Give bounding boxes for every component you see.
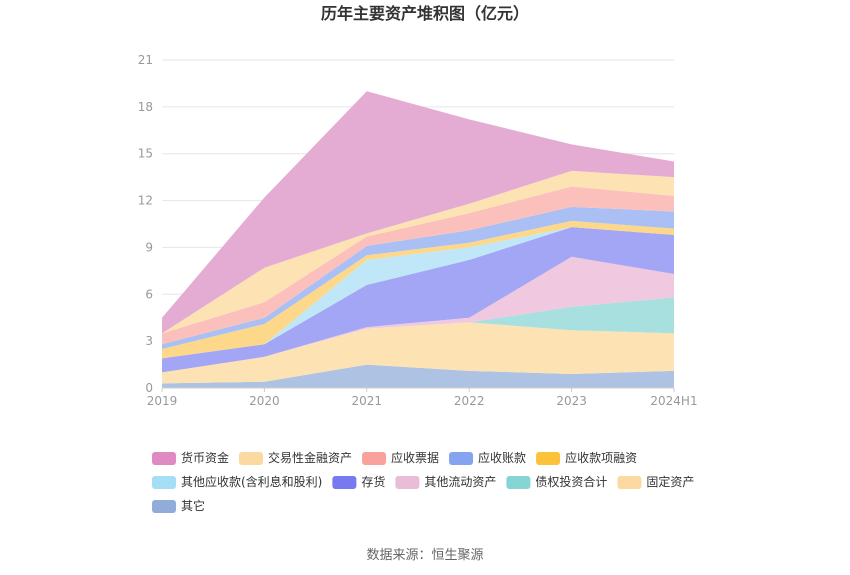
area-债权投资合计 xyxy=(162,297,674,373)
legend-item[interactable]: 债权投资合计 xyxy=(506,474,607,489)
y-tick-label: 18 xyxy=(138,100,153,114)
area-应收款项融资 xyxy=(162,220,674,359)
legend-item[interactable]: 应收款项融资 xyxy=(536,450,637,465)
y-tick-label: 0 xyxy=(145,381,153,395)
y-axis: 0 3 6 9 12 15 18 21 xyxy=(138,53,153,395)
legend-item[interactable]: 交易性金融资产 xyxy=(239,450,352,465)
data-source: 数据来源：恒生聚源 xyxy=(366,548,483,563)
legend-swatch xyxy=(239,452,264,465)
area-其他应收款(含利息和股利) xyxy=(162,227,674,359)
x-tick-label: 2023 xyxy=(556,394,587,408)
legend-item[interactable]: 固定资产 xyxy=(617,474,694,489)
legend-swatch xyxy=(362,452,387,465)
area-应收票据 xyxy=(162,186,674,345)
y-tick-label: 12 xyxy=(138,194,153,208)
x-tick-label: 2021 xyxy=(352,394,383,408)
legend-label: 债权投资合计 xyxy=(535,474,607,489)
y-tick-label: 15 xyxy=(138,147,153,161)
legend-swatch xyxy=(395,476,420,489)
legend-label: 应收款项融资 xyxy=(565,450,637,465)
area-货币资金 xyxy=(162,91,674,334)
legend-label: 固定资产 xyxy=(646,474,694,489)
chart-title: 历年主要资产堆积图（亿元） xyxy=(321,4,529,23)
legend-swatch xyxy=(152,476,176,489)
legend-swatch xyxy=(617,476,642,489)
y-tick-label: 21 xyxy=(138,53,153,67)
y-tick-label: 9 xyxy=(145,240,153,254)
area-应收账款 xyxy=(162,206,674,349)
area-固定资产 xyxy=(162,322,674,384)
legend-label: 交易性金融资产 xyxy=(268,450,352,465)
legend-swatch xyxy=(536,452,561,465)
x-tick-label: 2020 xyxy=(249,394,280,408)
legend-item[interactable]: 应收票据 xyxy=(362,450,439,465)
legend-item[interactable]: 其他流动资产 xyxy=(395,475,496,489)
legend-label: 存货 xyxy=(361,474,385,489)
legend-label: 应收账款 xyxy=(478,450,526,465)
area-其它 xyxy=(162,364,674,388)
legend-item[interactable]: 应收账款 xyxy=(449,450,526,465)
x-tick-label: 2019 xyxy=(147,394,178,408)
x-tick-label: 2022 xyxy=(454,394,485,408)
legend-swatch xyxy=(152,500,176,513)
x-tick-label: 2024H1 xyxy=(650,394,697,408)
legend-item[interactable]: 存货 xyxy=(332,474,385,489)
legend-swatch xyxy=(152,452,176,465)
legend-label: 应收票据 xyxy=(391,450,439,465)
legend-label: 货币资金 xyxy=(181,450,229,465)
y-tick-label: 3 xyxy=(145,334,153,348)
y-tick-label: 6 xyxy=(145,287,153,301)
x-axis: 2019 2020 2021 2022 2023 2024H1 xyxy=(147,387,698,408)
legend-swatch xyxy=(449,452,474,465)
legend-swatch xyxy=(506,476,531,489)
legend-item[interactable]: 其他应收款(含利息和股利) xyxy=(152,474,322,489)
area-series xyxy=(162,91,674,388)
area-交易性金融资产 xyxy=(162,170,674,334)
legend-label: 其它 xyxy=(181,498,205,513)
legend-item[interactable]: 其它 xyxy=(152,498,205,513)
legend-swatch xyxy=(332,476,357,489)
legend-label: 其他应收款(含利息和股利) xyxy=(181,474,322,489)
legend-item[interactable]: 货币资金 xyxy=(152,450,229,465)
legend-label: 其他流动资产 xyxy=(424,475,496,489)
area-其他流动资产 xyxy=(162,256,674,373)
area-存货 xyxy=(162,227,674,373)
